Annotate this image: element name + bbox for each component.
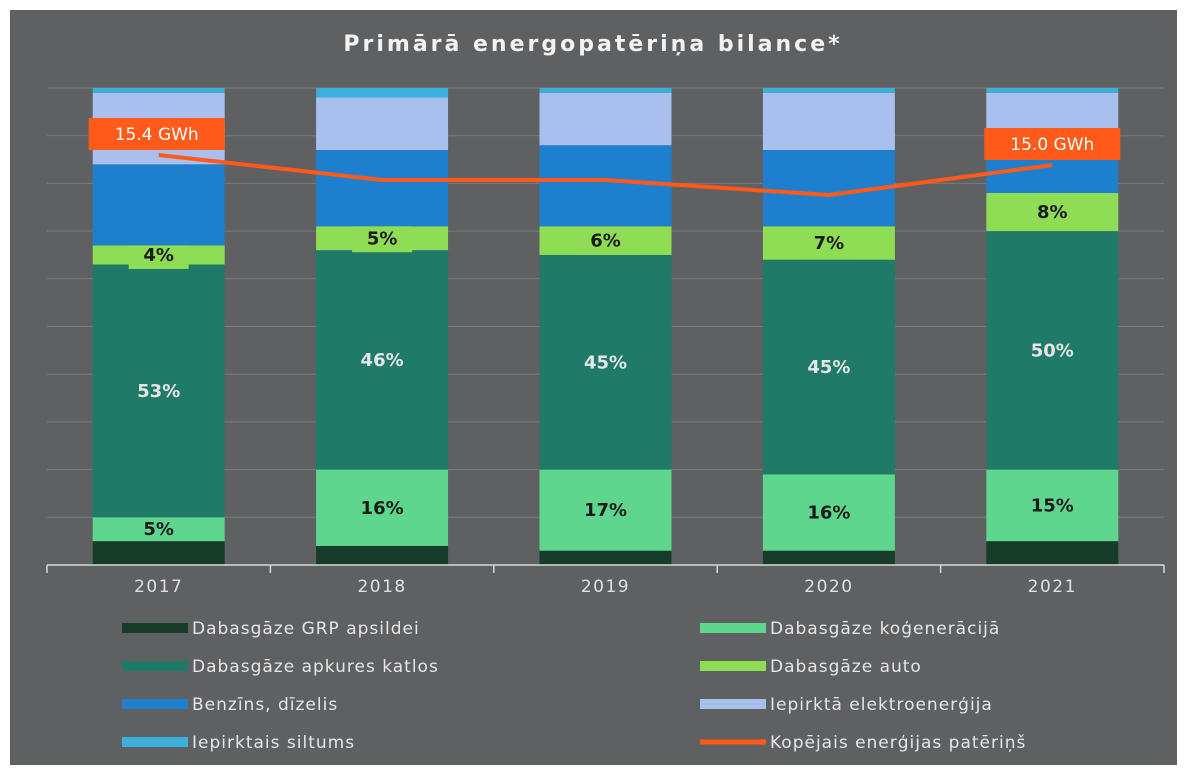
- bar-segment: [986, 88, 1119, 93]
- bar-segment: [92, 88, 225, 93]
- line-label: 15.0 GWh: [1010, 135, 1094, 155]
- bar-segment: [762, 88, 895, 93]
- x-tick-label: 2020: [804, 577, 853, 597]
- x-tick-label: 2017: [134, 577, 183, 597]
- bar-segment: [762, 259, 895, 475]
- value-label: 45%: [807, 357, 850, 378]
- value-label: 7%: [814, 233, 845, 254]
- bar-segment: [316, 97, 449, 151]
- bar-segment: [986, 541, 1119, 565]
- bar-segment: [316, 545, 449, 565]
- legend-label: Kopējais enerģijas patēriņš: [770, 733, 1026, 753]
- bar-segment: [92, 264, 225, 518]
- legend-swatch: [122, 699, 188, 709]
- value-label: 16%: [807, 503, 850, 524]
- bar-segment: [539, 88, 672, 93]
- legend-label: Iepirktā elektroenerģija: [770, 695, 993, 715]
- value-label: 15%: [1031, 495, 1074, 516]
- bar-segment: [986, 469, 1119, 542]
- line-label: 15.4 GWh: [115, 125, 199, 145]
- bar-segment: [986, 231, 1119, 470]
- legend-label: Dabasgāze koģenerācijā: [770, 619, 1000, 639]
- value-label: 4%: [143, 245, 174, 266]
- legend-swatch: [700, 661, 766, 671]
- legend-swatch: [122, 737, 188, 747]
- legend-label: Dabasgāze apkures katlos: [192, 657, 439, 677]
- legend-swatch: [122, 623, 188, 633]
- value-label: 8%: [1037, 202, 1068, 223]
- x-tick-label: 2019: [581, 577, 630, 597]
- bar-segment: [539, 254, 672, 470]
- bar-segment: [92, 541, 225, 565]
- bar-segment: [762, 92, 895, 151]
- x-tick-label: 2021: [1028, 577, 1077, 597]
- value-label: 6%: [590, 231, 621, 252]
- bar-segment: [762, 474, 895, 551]
- chart-title: Primārā energopatēriņa bilance*: [343, 32, 842, 57]
- legend-label: Iepirktais siltums: [192, 733, 355, 753]
- value-label-box: [1022, 198, 1083, 227]
- value-label-box: [128, 240, 189, 269]
- bar-segment: [316, 150, 449, 227]
- value-label: 45%: [584, 352, 627, 373]
- bar-segment: [316, 469, 449, 546]
- line-series: [158, 153, 1053, 198]
- bar-segment: [316, 250, 449, 470]
- legend-swatch: [122, 661, 188, 671]
- legend-label: Dabasgāze auto: [770, 657, 922, 677]
- value-label: 50%: [1031, 340, 1074, 361]
- line-label-box: [88, 118, 225, 150]
- bar-segment: [539, 550, 672, 565]
- value-label: 5%: [367, 228, 398, 249]
- value-label-box: [352, 224, 413, 253]
- bar-segment: [762, 550, 895, 565]
- value-label: 17%: [584, 500, 627, 521]
- bar-segment: [92, 164, 225, 246]
- legend-label: Dabasgāze GRP apsildei: [192, 619, 420, 639]
- value-label: 46%: [361, 350, 404, 371]
- line-label-box: [984, 128, 1121, 160]
- bar-segment: [92, 517, 225, 542]
- x-tick-label: 2018: [357, 577, 406, 597]
- legend-label: Benzīns, dīzelis: [192, 695, 338, 715]
- value-label: 16%: [361, 498, 404, 519]
- bar-segment: [316, 88, 449, 98]
- bar-segment: [539, 145, 672, 227]
- legend-swatch: [700, 699, 766, 709]
- legend-swatch: [700, 623, 766, 633]
- value-label: 53%: [137, 381, 180, 402]
- bar-segment: [539, 92, 672, 146]
- value-label: 5%: [143, 519, 174, 540]
- value-label-box: [575, 226, 636, 255]
- value-label-box: [798, 229, 859, 258]
- bar-segment: [539, 469, 672, 551]
